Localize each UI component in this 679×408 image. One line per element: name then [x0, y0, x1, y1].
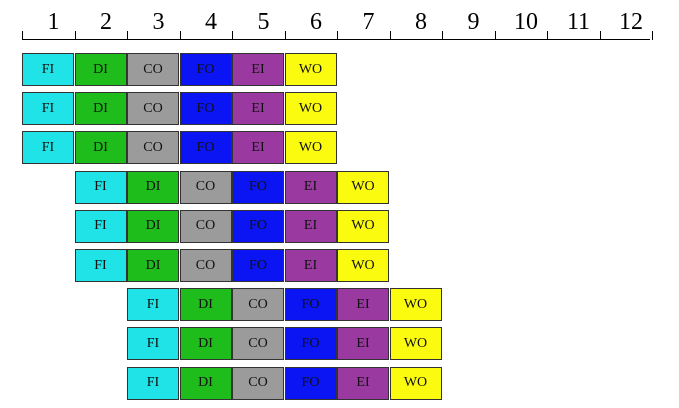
stage-co: CO: [232, 327, 284, 361]
stage-co: CO: [127, 131, 179, 165]
stage-ei: EI: [337, 366, 389, 400]
stage-ei: EI: [284, 209, 337, 243]
stage-di: DI: [74, 53, 127, 86]
stage-fi: FI: [74, 249, 127, 282]
stage-di: DI: [127, 170, 179, 204]
stage-ei: EI: [284, 249, 337, 282]
cycle-label: 1: [47, 9, 60, 35]
stage-di: DI: [179, 288, 232, 322]
ruler-tick: [284, 31, 286, 40]
stage-ei: EI: [284, 170, 337, 204]
stage-fo: FO: [284, 288, 337, 322]
stage-di: DI: [74, 92, 127, 126]
ruler-tick: [547, 31, 548, 40]
stage-fi: FI: [127, 366, 179, 400]
ruler-tick: [127, 31, 128, 40]
stage-di: DI: [179, 366, 232, 400]
stage-wo: WO: [389, 288, 442, 322]
stage-fo: FO: [179, 131, 232, 165]
cycle-label: 6: [310, 9, 322, 35]
ruler-line: [22, 39, 650, 40]
stage-ei: EI: [337, 288, 389, 322]
stage-fi: FI: [74, 209, 127, 243]
cycle-label: 3: [152, 9, 165, 35]
ruler-tick: [389, 31, 391, 40]
stage-co: CO: [127, 92, 179, 126]
stage-fo: FO: [284, 366, 337, 400]
ruler-tick: [179, 31, 181, 40]
stage-fi: FI: [127, 288, 179, 322]
stage-di: DI: [74, 131, 127, 165]
stage-ei: EI: [232, 53, 284, 86]
cycle-label: 5: [257, 9, 270, 35]
ruler-tick: [22, 31, 23, 40]
stage-ei: EI: [337, 327, 389, 361]
stage-fi: FI: [22, 92, 74, 126]
stage-wo: WO: [284, 92, 337, 126]
stage-ei: EI: [232, 131, 284, 165]
ruler-tick: [232, 31, 233, 40]
ruler-tick: [652, 31, 653, 40]
stage-wo: WO: [389, 327, 442, 361]
cycle-label: 11: [566, 9, 591, 35]
cycle-label: 7: [362, 9, 375, 35]
stage-fo: FO: [232, 170, 284, 204]
stage-fi: FI: [74, 170, 127, 204]
stage-co: CO: [179, 249, 232, 282]
cycle-label: 9: [467, 9, 480, 35]
stage-fo: FO: [179, 92, 232, 126]
stage-co: CO: [232, 366, 284, 400]
ruler-tick: [74, 31, 76, 40]
ruler-tick: [442, 31, 443, 40]
stage-di: DI: [179, 327, 232, 361]
stage-wo: WO: [284, 131, 337, 165]
stage-ei: EI: [232, 92, 284, 126]
stage-wo: WO: [284, 53, 337, 86]
cycle-label: 4: [205, 9, 217, 35]
cycle-label: 12: [619, 9, 643, 35]
stage-fi: FI: [22, 53, 74, 86]
stage-di: DI: [127, 209, 179, 243]
ruler-tick: [337, 31, 338, 40]
stage-wo: WO: [389, 366, 442, 400]
stage-di: DI: [127, 249, 179, 282]
cycle-label: 10: [514, 9, 538, 35]
stage-wo: WO: [337, 209, 389, 243]
stage-fi: FI: [22, 131, 74, 165]
stage-co: CO: [179, 209, 232, 243]
stage-wo: WO: [337, 170, 389, 204]
stage-fo: FO: [232, 249, 284, 282]
stage-wo: WO: [337, 249, 389, 282]
stage-co: CO: [127, 53, 179, 86]
cycle-label: 2: [100, 9, 112, 35]
cycle-label: 8: [415, 9, 427, 35]
ruler-tick: [494, 31, 496, 40]
stage-co: CO: [232, 288, 284, 322]
stage-fo: FO: [284, 327, 337, 361]
ruler-tick: [599, 31, 601, 40]
stage-fo: FO: [179, 53, 232, 86]
stage-fi: FI: [127, 327, 179, 361]
stage-co: CO: [179, 170, 232, 204]
stage-fo: FO: [232, 209, 284, 243]
